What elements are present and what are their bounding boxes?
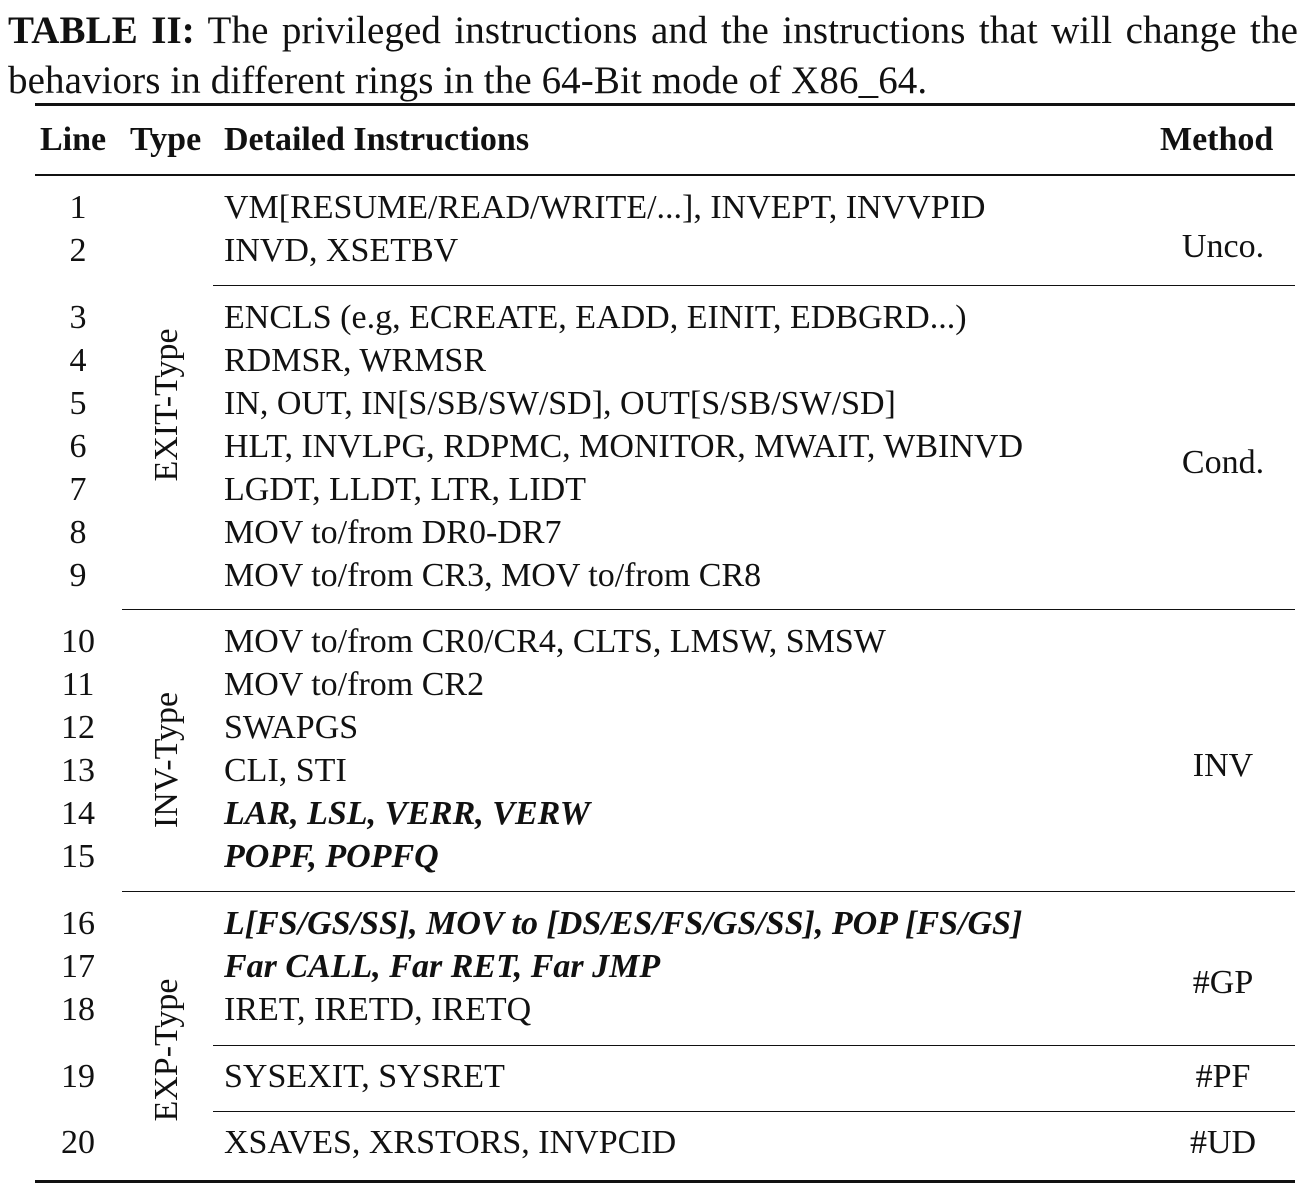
line-number: 5 <box>69 385 87 422</box>
line-number: 10 <box>61 623 95 660</box>
instruction-cell: SYSEXIT, SYSRET <box>224 1058 505 1095</box>
instruction-cell: INVD, XSETBV <box>224 232 459 269</box>
instruction-cell: MOV to/from DR0-DR7 <box>224 514 562 551</box>
method-pf: #PF <box>1195 1058 1251 1095</box>
method-ud: #UD <box>1189 1124 1257 1161</box>
rule-after-line-15 <box>122 891 1295 892</box>
line-number: 7 <box>69 471 87 508</box>
line-number: 8 <box>69 514 87 551</box>
header-line: Line <box>40 121 107 158</box>
instruction-cell: MOV to/from CR3, MOV to/from CR8 <box>224 557 762 594</box>
line-number: 6 <box>69 428 87 465</box>
line-number: 20 <box>61 1124 95 1161</box>
instruction-cell: XSAVES, XRSTORS, INVPCID <box>224 1124 677 1161</box>
rule-after-line-2 <box>213 285 1295 286</box>
instruction-cell: RDMSR, WRMSR <box>224 342 487 379</box>
rule-after-line-9 <box>122 609 1295 610</box>
method-unco: Unco. <box>1181 228 1265 265</box>
line-number: 4 <box>69 342 87 379</box>
header-detailed-instructions: Detailed Instructions <box>224 121 530 158</box>
type-label-exit: EXIT-Type <box>148 328 185 482</box>
line-number: 13 <box>61 752 95 789</box>
instruction-cell-emphasized: LAR, LSL, VERR, VERW <box>224 795 590 832</box>
instruction-cell: LGDT, LLDT, LTR, LIDT <box>224 471 586 508</box>
instruction-cell: CLI, STI <box>224 752 347 789</box>
header-method: Method <box>1160 121 1274 158</box>
instruction-cell-emphasized: Far CALL, Far RET, Far JMP <box>224 948 661 985</box>
line-number: 14 <box>61 795 95 832</box>
instruction-cell: SWAPGS <box>224 709 359 746</box>
type-label-inv: INV-Type <box>148 691 185 829</box>
line-number: 1 <box>69 189 87 226</box>
method-inv: INV <box>1192 747 1254 784</box>
instruction-cell: MOV to/from CR0/CR4, CLTS, LMSW, SMSW <box>224 623 886 660</box>
line-number: 9 <box>69 557 87 594</box>
instruction-cell: MOV to/from CR2 <box>224 666 485 703</box>
line-number: 11 <box>61 666 95 703</box>
header-rule <box>35 174 1295 176</box>
line-number: 17 <box>61 948 95 985</box>
line-number: 3 <box>69 299 87 336</box>
instruction-cell: HLT, INVLPG, RDPMC, MONITOR, MWAIT, WBIN… <box>224 428 1024 465</box>
instruction-cell-emphasized: POPF, POPFQ <box>224 838 439 875</box>
method-gp: #GP <box>1192 964 1254 1001</box>
method-cond: Cond. <box>1181 444 1265 481</box>
line-number: 15 <box>61 838 95 875</box>
instruction-cell-emphasized: L[FS/GS/SS], MOV to [DS/ES/FS/GS/SS], PO… <box>224 905 1023 942</box>
instruction-cell: VM[RESUME/READ/WRITE/...], INVEPT, INVVP… <box>224 189 986 226</box>
line-number: 18 <box>61 991 95 1028</box>
top-rule <box>35 103 1295 106</box>
instruction-cell: IN, OUT, IN[S/SB/SW/SD], OUT[S/SB/SW/SD] <box>224 385 896 422</box>
line-number: 16 <box>61 905 95 942</box>
line-number: 2 <box>69 232 87 269</box>
caption-label: TABLE II: <box>8 9 195 52</box>
line-number: 19 <box>61 1058 95 1095</box>
rule-after-line-18 <box>213 1045 1295 1046</box>
rule-after-line-19 <box>213 1111 1295 1112</box>
bottom-rule <box>35 1180 1295 1183</box>
type-label-exp: EXP-Type <box>148 978 185 1122</box>
line-number: 12 <box>61 709 95 746</box>
instruction-cell: ENCLS (e.g, ECREATE, EADD, EINIT, EDBGRD… <box>224 299 967 336</box>
table-caption: TABLE II: The privileged instructions an… <box>8 6 1298 106</box>
instruction-cell: IRET, IRETD, IRETQ <box>224 991 532 1028</box>
caption-text: The privileged instructions and the inst… <box>8 9 1298 102</box>
header-type: Type <box>130 121 202 158</box>
